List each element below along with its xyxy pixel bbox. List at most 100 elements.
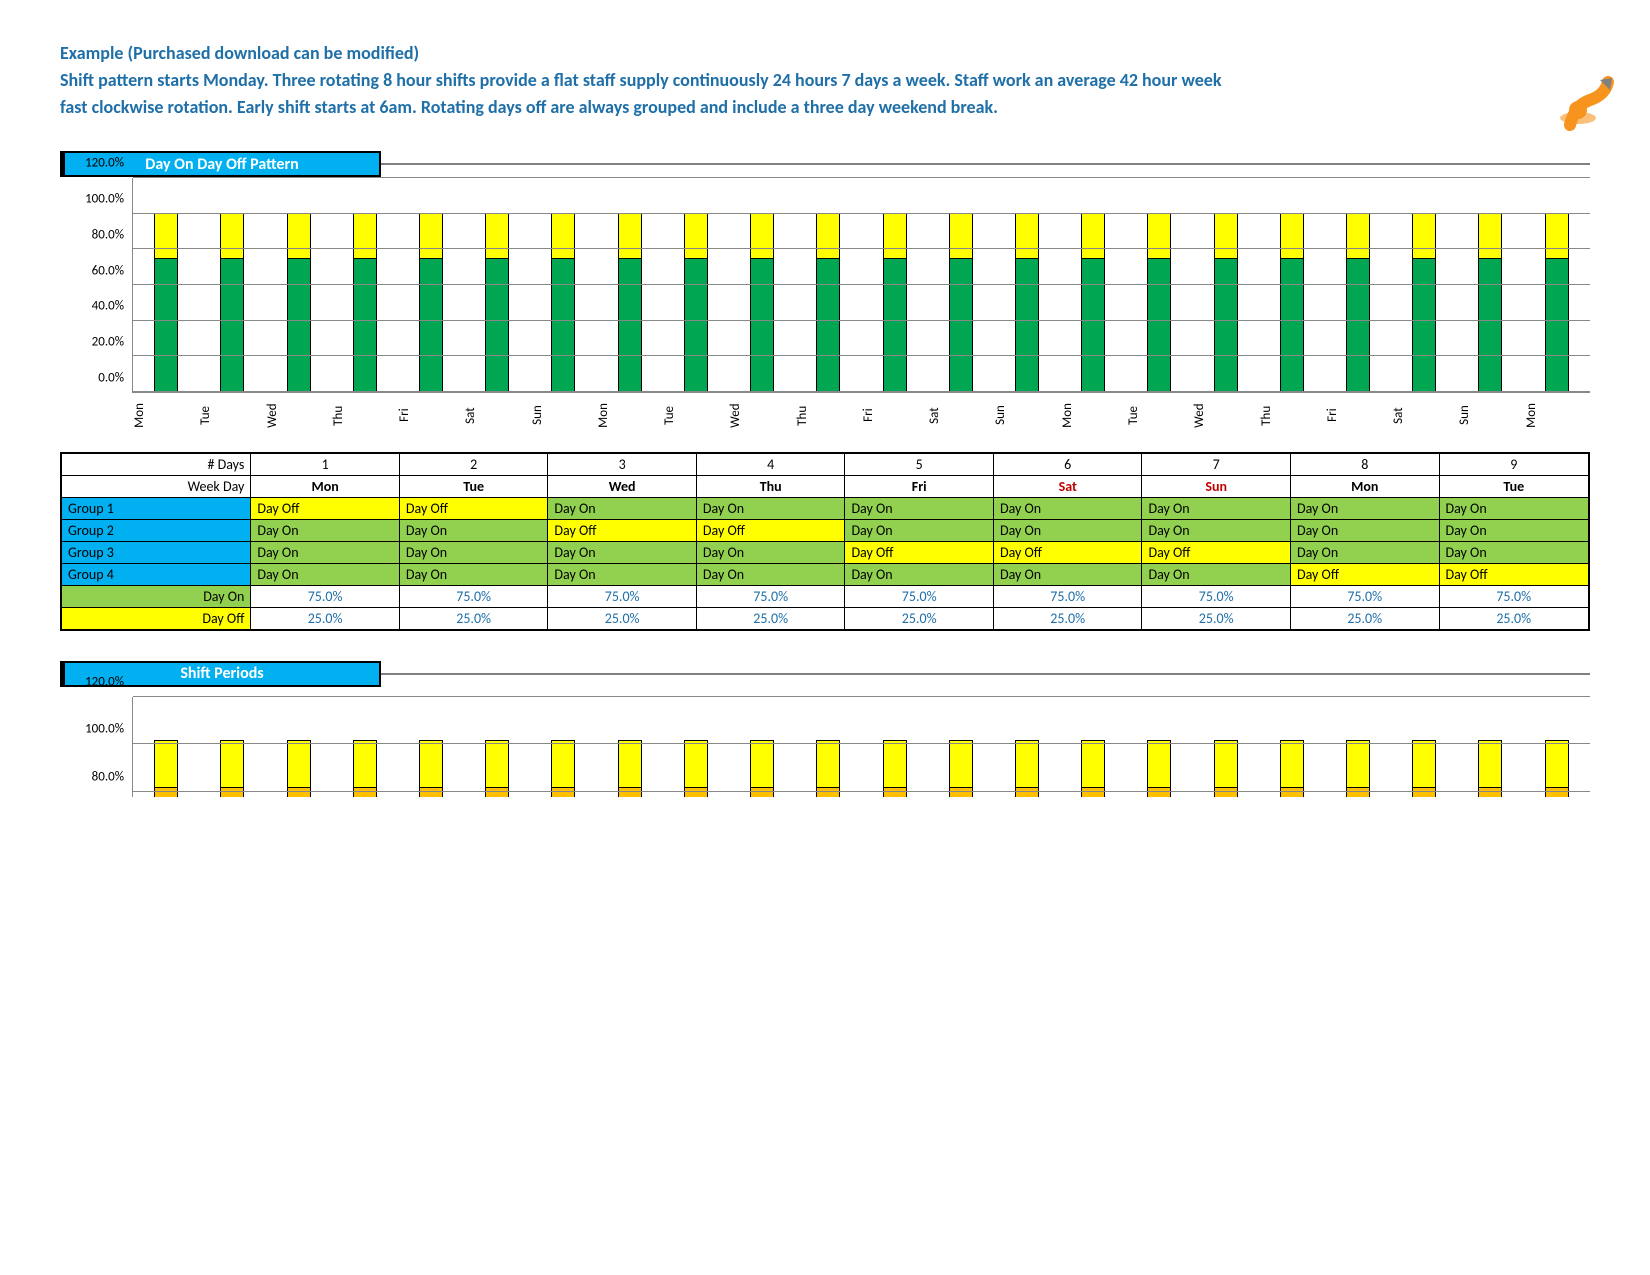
chart1-bar — [1545, 213, 1569, 392]
summary-off-value: 25.0% — [993, 607, 1142, 630]
chart1-xtick: Mon — [1524, 403, 1590, 432]
chart2-bar — [883, 740, 907, 797]
hdr-day-number: 9 — [1439, 453, 1589, 476]
schedule-cell: Day Off — [696, 519, 845, 541]
chart2-bar — [485, 740, 509, 797]
chart2-plot — [132, 697, 1590, 797]
summary-on-value: 75.0% — [251, 585, 400, 607]
chart1-bar — [684, 213, 708, 392]
hdr-weekday: Fri — [845, 475, 994, 497]
summary-off-value: 25.0% — [399, 607, 548, 630]
chart1-ytick: 40.0% — [92, 299, 124, 314]
chart2-bar — [1081, 740, 1105, 797]
chart1-yaxis: 0.0%20.0%40.0%60.0%80.0%100.0%120.0% — [60, 178, 132, 393]
chart1-ytick: 80.0% — [92, 227, 124, 242]
chart1-bar — [883, 213, 907, 392]
hdr-day-number: 3 — [548, 453, 697, 476]
chart2-bar — [816, 740, 840, 797]
chart2-bar — [154, 740, 178, 797]
schedule-cell: Day On — [548, 541, 697, 563]
schedule-cell: Day On — [1439, 541, 1589, 563]
chart1-xtick: Fri — [861, 403, 927, 432]
chart1-bars — [133, 178, 1590, 392]
schedule-cell: Day On — [1290, 497, 1439, 519]
hdr-days-label: # Days — [61, 453, 251, 476]
chart2-bar — [1545, 740, 1569, 797]
hdr-weekday: Sat — [993, 475, 1142, 497]
chart1-bar — [485, 213, 509, 392]
schedule-table: # Days123456789Week DayMonTueWedThuFriSa… — [60, 452, 1590, 631]
schedule-cell: Day On — [399, 519, 548, 541]
schedule-cell: Day On — [845, 497, 994, 519]
schedule-cell: Day On — [399, 563, 548, 585]
schedule-cell: Day Off — [548, 519, 697, 541]
summary-on-value: 75.0% — [399, 585, 548, 607]
chart2-bar — [1214, 740, 1238, 797]
hdr-weekday: Sun — [1142, 475, 1291, 497]
summary-on-value: 75.0% — [845, 585, 994, 607]
chart1-xtick: Sun — [993, 403, 1059, 432]
schedule-cell: Day Off — [845, 541, 994, 563]
chart1-xaxis: MonTueWedThuFriSatSunMonTueWedThuFriSatS… — [132, 403, 1590, 432]
hdr-weekday-label: Week Day — [61, 475, 251, 497]
chart1-bar — [220, 213, 244, 392]
summary-off-value: 25.0% — [1142, 607, 1291, 630]
schedule-cell: Day Off — [1290, 563, 1439, 585]
chart2-yaxis: 80.0%100.0%120.0% — [60, 697, 132, 797]
chart1-xtick: Fri — [397, 403, 463, 432]
hdr-weekday: Tue — [399, 475, 548, 497]
chart2-bar — [1015, 740, 1039, 797]
chart1-ytick: 100.0% — [85, 191, 124, 206]
chart2-bars — [133, 697, 1590, 797]
summary-on-value: 75.0% — [548, 585, 697, 607]
schedule-cell: Day On — [696, 563, 845, 585]
summary-on-value: 75.0% — [993, 585, 1142, 607]
chart1-xtick: Sun — [530, 403, 596, 432]
chart1-xtick: Thu — [795, 403, 861, 432]
summary-off-value: 25.0% — [251, 607, 400, 630]
schedule-cell: Day Off — [1439, 563, 1589, 585]
schedule-cell: Day On — [251, 541, 400, 563]
hdr-day-number: 5 — [845, 453, 994, 476]
chart1-xtick: Tue — [1126, 403, 1192, 432]
chart2-bar — [1147, 740, 1171, 797]
group-label: Group 4 — [61, 563, 251, 585]
chart1-bar — [816, 213, 840, 392]
hdr-day-number: 7 — [1142, 453, 1291, 476]
chart1-plot — [132, 178, 1590, 393]
chart2-bar — [1346, 740, 1370, 797]
chart2-bar — [684, 740, 708, 797]
schedule-cell: Day Off — [993, 541, 1142, 563]
logo-icon — [1550, 70, 1630, 145]
group-label: Group 1 — [61, 497, 251, 519]
chart2-bar — [220, 740, 244, 797]
schedule-cell: Day On — [696, 541, 845, 563]
chart1-bar — [1214, 213, 1238, 392]
header: Example (Purchased download can be modif… — [60, 40, 1590, 121]
schedule-cell: Day On — [1439, 497, 1589, 519]
chart2-bar — [419, 740, 443, 797]
chart1-xtick: Thu — [331, 403, 397, 432]
schedule-cell: Day On — [1290, 519, 1439, 541]
summary-off-value: 25.0% — [548, 607, 697, 630]
schedule-cell: Day On — [1439, 519, 1589, 541]
chart2-ytick: 80.0% — [92, 770, 124, 785]
schedule-cell: Day On — [1290, 541, 1439, 563]
chart1-xtick: Tue — [662, 403, 728, 432]
chart1-xtick: Mon — [596, 403, 662, 432]
hdr-weekday: Thu — [696, 475, 845, 497]
summary-off-value: 25.0% — [1439, 607, 1589, 630]
chart1-bar — [1346, 213, 1370, 392]
chart1-ytick: 120.0% — [85, 156, 124, 171]
chart1-bar — [154, 213, 178, 392]
hdr-day-number: 4 — [696, 453, 845, 476]
chart1-xtick: Sun — [1457, 403, 1523, 432]
summary-on-value: 75.0% — [1142, 585, 1291, 607]
chart2-bar — [949, 740, 973, 797]
chart1-ytick: 0.0% — [98, 371, 124, 386]
summary-on-label: Day On — [61, 585, 251, 607]
chart1-bar — [551, 213, 575, 392]
schedule-cell: Day On — [548, 497, 697, 519]
summary-off-value: 25.0% — [845, 607, 994, 630]
schedule-cell: Day On — [1142, 497, 1291, 519]
